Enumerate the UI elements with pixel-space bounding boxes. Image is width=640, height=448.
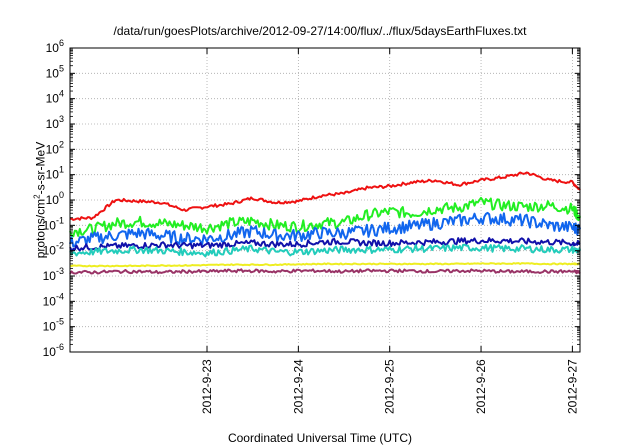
chart-title: /data/run/goesPlots/archive/2012-09-27/1… <box>113 24 527 38</box>
x-axis-label: Coordinated Universal Time (UTC) <box>227 431 413 445</box>
y-tick-label: 104 <box>46 89 64 106</box>
axis-ticks <box>70 47 580 353</box>
y-tick-label: 105 <box>46 63 64 80</box>
series-lines <box>69 171 581 275</box>
grid-lines <box>70 48 580 352</box>
series-line <box>69 171 581 221</box>
x-tick-label: 2012-9-25 <box>383 359 397 414</box>
y-tick-label: 102 <box>46 139 64 156</box>
y-tick-label: 101 <box>46 165 64 182</box>
x-tick-label: 2012-9-23 <box>200 359 214 414</box>
y-tick-label: 10-6 <box>43 342 64 359</box>
y-tick-label: 106 <box>46 38 64 55</box>
x-tick-label: 2012-9-24 <box>291 359 305 414</box>
y-tick-label: 10-2 <box>43 241 64 258</box>
tick-labels: 10-6 10-5 10-4 10-3 10-2 10-1 100 101 102 103 104 1… <box>43 38 580 414</box>
y-tick-label: 10-3 <box>43 266 64 283</box>
series-line <box>69 243 581 258</box>
y-tick-label: 10-4 <box>43 291 64 308</box>
series-line <box>69 268 581 275</box>
series-line <box>69 211 581 248</box>
y-tick-label: 10-1 <box>43 215 64 232</box>
series-line <box>69 237 581 252</box>
y-tick-label: 10-5 <box>43 317 64 334</box>
series-line <box>69 196 581 238</box>
y-tick-label: 100 <box>46 190 64 207</box>
series-line <box>69 262 581 268</box>
y-tick-label: 103 <box>46 114 64 131</box>
x-tick-label: 2012-9-26 <box>474 359 488 414</box>
x-tick-label: 2012-9-27 <box>565 359 579 414</box>
y-axis-label: protons/cm2-s-sr-MeV <box>32 141 48 259</box>
